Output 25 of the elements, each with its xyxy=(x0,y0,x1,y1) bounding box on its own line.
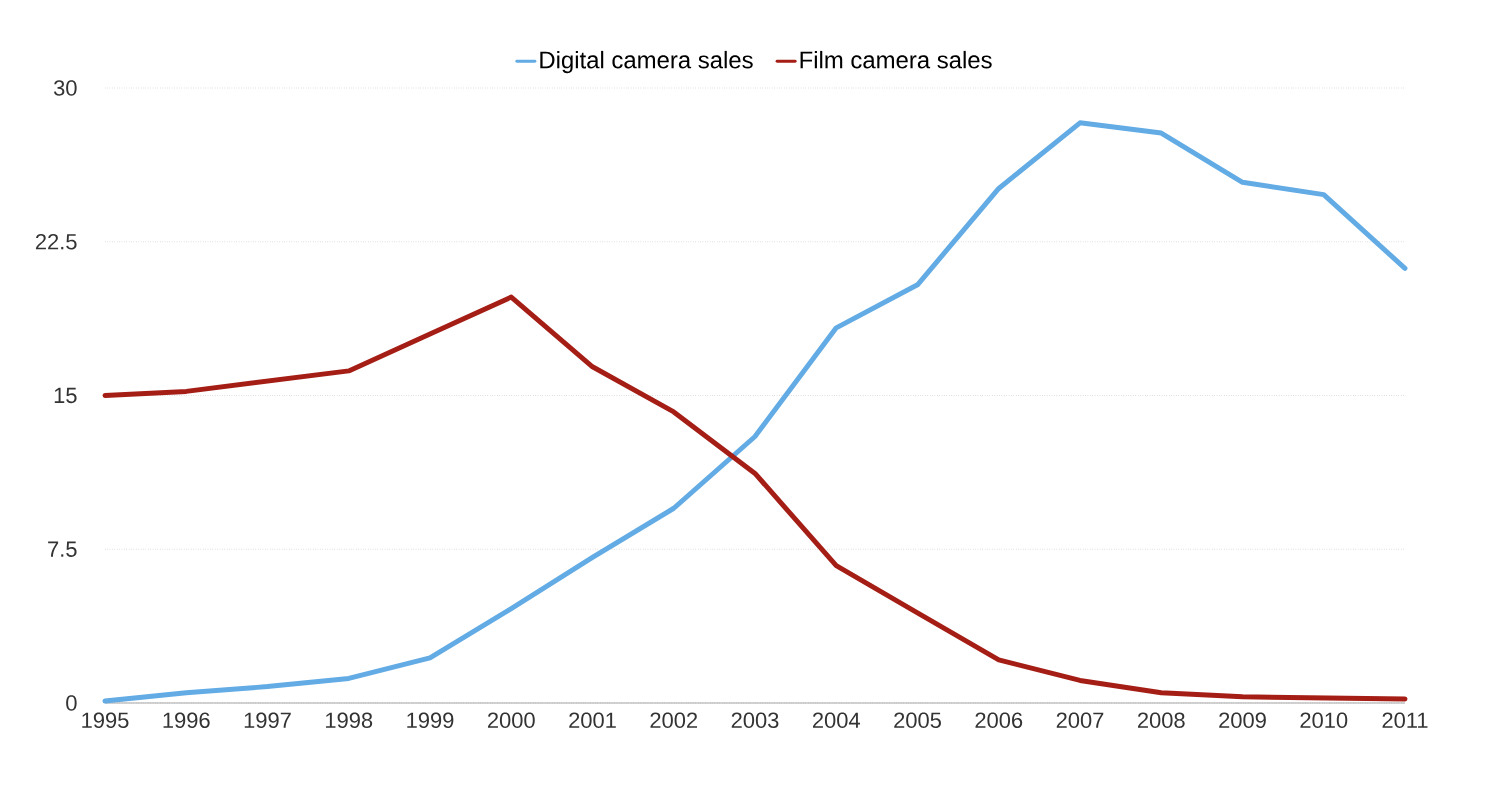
x-tick-label: 2011 xyxy=(1382,712,1428,729)
legend-label: Digital camera sales xyxy=(540,50,753,74)
y-tick-label: 15 xyxy=(54,387,77,404)
x-tick-label: 2007 xyxy=(1056,712,1104,729)
x-tick-label: 2001 xyxy=(569,712,616,729)
x-tick-label: 2006 xyxy=(975,712,1023,729)
x-tick-label: 2008 xyxy=(1137,712,1185,729)
y-tick-label: 22.5 xyxy=(35,233,77,250)
y-tick-label: 7.5 xyxy=(48,541,77,557)
x-tick-label: 1995 xyxy=(82,712,129,729)
x-tick-label: 2009 xyxy=(1219,712,1266,729)
x-tick-label: 1996 xyxy=(163,712,210,729)
x-tick-label: 2002 xyxy=(650,712,698,729)
y-tick-label: 0 xyxy=(66,695,77,711)
x-tick-label: 2010 xyxy=(1300,712,1348,729)
legend-label: Film camera sales xyxy=(800,50,992,69)
x-tick-label: 2000 xyxy=(487,712,535,729)
x-tick-label: 1999 xyxy=(407,712,454,729)
x-tick-label: 1997 xyxy=(244,712,291,729)
x-tick-label: 1998 xyxy=(326,712,373,729)
line-series xyxy=(102,120,1408,704)
y-tick-label: 30 xyxy=(53,80,77,96)
x-tick-label: 2003 xyxy=(731,712,779,729)
x-tick-label: 2004 xyxy=(812,712,860,729)
x-tick-label: 2005 xyxy=(894,712,941,729)
